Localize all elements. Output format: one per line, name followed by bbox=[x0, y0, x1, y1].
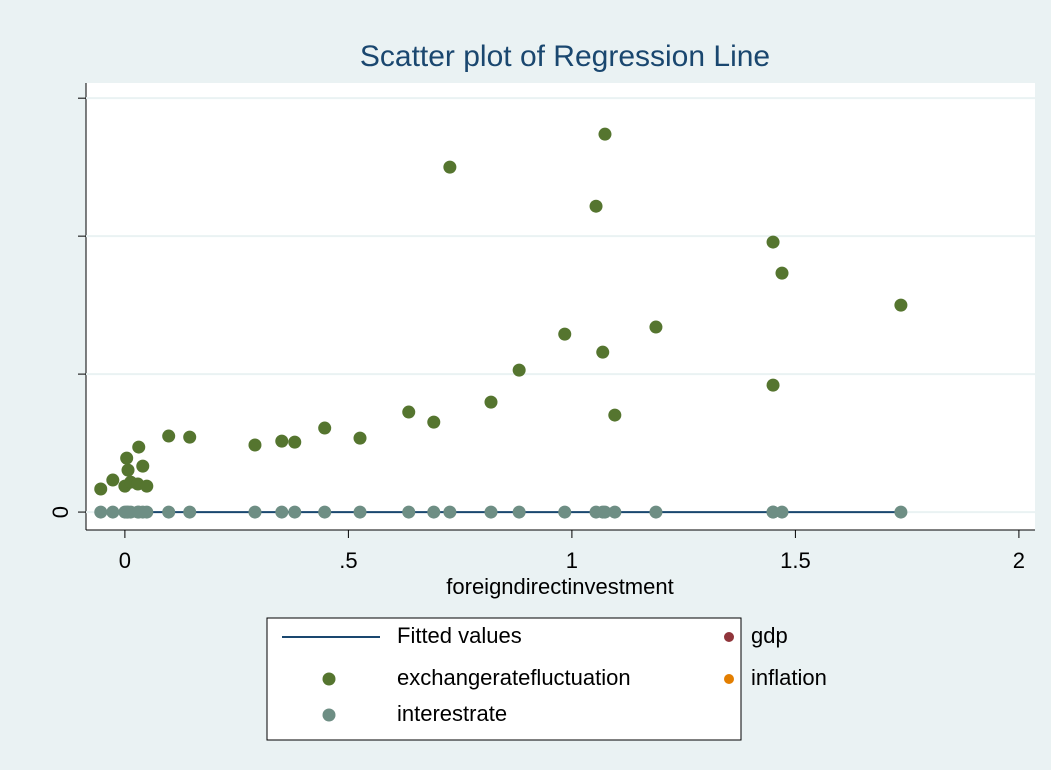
point bbox=[608, 408, 622, 422]
point bbox=[94, 505, 108, 519]
legend-marker bbox=[322, 672, 336, 686]
legend-label: inflation bbox=[751, 665, 827, 690]
point bbox=[558, 327, 572, 341]
legend-label: gdp bbox=[751, 623, 788, 648]
point bbox=[248, 438, 262, 452]
point bbox=[275, 505, 289, 519]
point bbox=[589, 199, 603, 213]
x-tick-label: 1 bbox=[566, 548, 578, 573]
point bbox=[106, 473, 120, 487]
point bbox=[136, 459, 150, 473]
legend-marker bbox=[724, 674, 734, 684]
point bbox=[120, 451, 134, 465]
point bbox=[484, 395, 498, 409]
y-tick-label: 0 bbox=[48, 506, 73, 518]
x-tick-label: 1.5 bbox=[780, 548, 811, 573]
legend-marker bbox=[724, 632, 734, 642]
point bbox=[120, 505, 134, 519]
x-axis-title: foreigndirectinvestment bbox=[446, 574, 673, 599]
point bbox=[162, 505, 176, 519]
point bbox=[598, 505, 612, 519]
x-tick-label: .5 bbox=[339, 548, 357, 573]
point bbox=[288, 435, 302, 449]
point bbox=[318, 421, 332, 435]
point bbox=[353, 431, 367, 445]
point bbox=[649, 320, 663, 334]
point bbox=[427, 505, 441, 519]
point bbox=[94, 482, 108, 496]
point bbox=[775, 505, 789, 519]
point bbox=[132, 505, 146, 519]
legend-label: exchangeratefluctuation bbox=[397, 665, 631, 690]
point bbox=[766, 505, 780, 519]
point bbox=[140, 479, 154, 493]
x-tick-label: 2 bbox=[1013, 548, 1025, 573]
point bbox=[121, 463, 135, 477]
point bbox=[162, 429, 176, 443]
point bbox=[596, 345, 610, 359]
point bbox=[443, 505, 457, 519]
point bbox=[353, 505, 367, 519]
legend-label: Fitted values bbox=[397, 623, 522, 648]
chart-title: Scatter plot of Regression Line bbox=[360, 40, 770, 73]
point bbox=[248, 505, 262, 519]
point bbox=[183, 505, 197, 519]
x-tick-label: 0 bbox=[119, 548, 131, 573]
point bbox=[275, 434, 289, 448]
point bbox=[894, 298, 908, 312]
point bbox=[512, 363, 526, 377]
point bbox=[558, 505, 572, 519]
point bbox=[132, 440, 146, 454]
point bbox=[402, 505, 416, 519]
legend bbox=[266, 617, 742, 741]
point bbox=[608, 505, 622, 519]
point bbox=[106, 505, 120, 519]
point bbox=[288, 505, 302, 519]
point bbox=[183, 430, 197, 444]
legend-label: interestrate bbox=[397, 701, 507, 726]
point bbox=[894, 505, 908, 519]
point bbox=[484, 505, 498, 519]
point bbox=[427, 415, 441, 429]
point bbox=[318, 505, 332, 519]
point bbox=[512, 505, 526, 519]
point bbox=[443, 160, 457, 174]
point bbox=[402, 405, 416, 419]
point bbox=[598, 127, 612, 141]
point bbox=[775, 266, 789, 280]
point bbox=[766, 235, 780, 249]
point bbox=[766, 378, 780, 392]
plot-area bbox=[86, 83, 1035, 530]
legend-marker bbox=[322, 708, 336, 722]
point bbox=[649, 505, 663, 519]
